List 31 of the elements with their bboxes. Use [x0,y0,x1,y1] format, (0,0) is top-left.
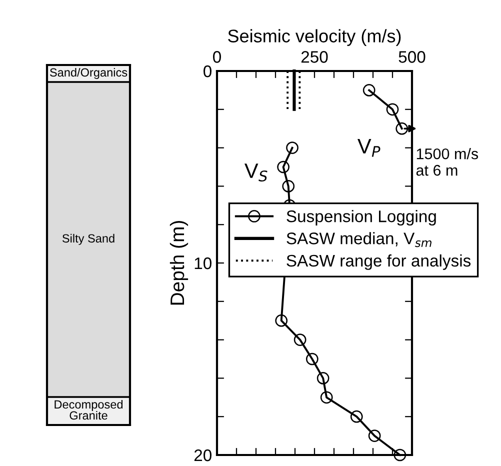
annotation: 1500 m/s at 6 m [416,148,478,176]
legend-label: Suspension Logging [286,210,436,226]
annotation: V$_{S}$ [244,164,268,182]
series-label: Silty Sand [62,234,114,245]
series-label: Sand/Organics [50,68,128,79]
point [362,84,376,96]
point [286,142,298,154]
point [350,410,363,423]
annotation: V$_{P}$ [358,139,380,157]
legend-label: SASW range for analysis [286,254,471,270]
y-tick-label: 20 [194,449,212,462]
point [320,391,333,404]
point [316,372,330,384]
x-axis-title: Seismic velocity (m/s) [228,29,401,46]
point [368,430,381,442]
point [275,314,288,327]
x-tick-label: 250 [301,51,328,63]
point [306,352,318,366]
legend-label: SASW median, V$_{sm}$ [286,232,432,248]
y-tick-label: 0 [204,65,212,78]
point [386,103,399,116]
point [282,180,295,192]
x-tick-label: 0 [213,51,221,63]
series-label: Decomposed Granite [54,400,123,420]
point [294,334,306,346]
point [396,122,408,135]
y-tick-label: 10 [194,257,212,270]
point [394,448,406,462]
y-axis-title: Depth (m) [170,220,188,305]
x-tick-label: 500 [398,51,426,63]
point [277,160,290,174]
